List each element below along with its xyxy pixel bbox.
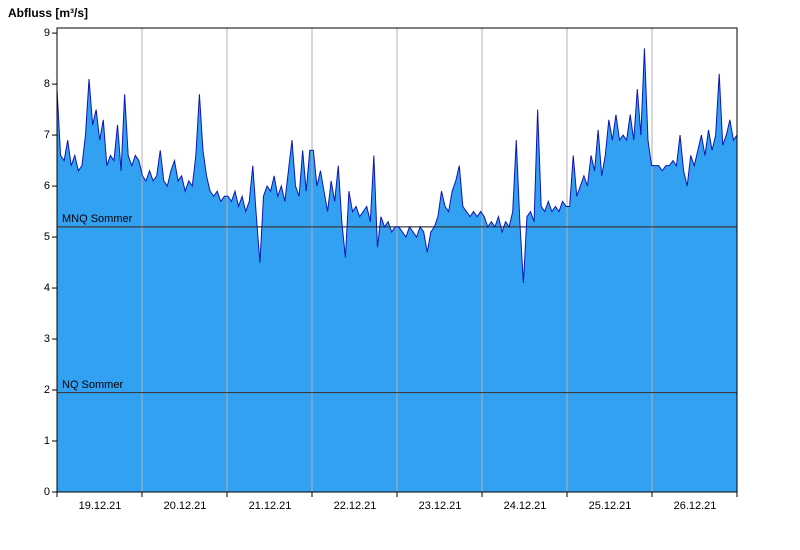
y-tick-label: 1 xyxy=(43,435,50,447)
x-tick-label: 24.12.21 xyxy=(503,500,547,512)
x-tick-label: 19.12.21 xyxy=(78,500,122,512)
y-tick-label: 7 xyxy=(43,129,50,141)
x-tick-label: 20.12.21 xyxy=(163,500,207,512)
x-tick-label: 21.12.21 xyxy=(248,500,292,512)
y-axis-title: Abfluss [m³/s] xyxy=(8,6,89,20)
y-tick-label: 8 xyxy=(43,78,50,90)
x-tick-label: 26.12.21 xyxy=(673,500,717,512)
y-tick-label: 5 xyxy=(43,231,50,243)
y-tick-label: 3 xyxy=(43,333,50,345)
y-tick-label: 0 xyxy=(43,486,50,498)
x-tick-label: 22.12.21 xyxy=(333,500,377,512)
y-tick-label: 9 xyxy=(43,27,50,39)
y-tick-label: 2 xyxy=(43,384,50,396)
y-tick-label: 6 xyxy=(43,180,50,192)
x-tick-label: 23.12.21 xyxy=(418,500,462,512)
x-tick-label: 25.12.21 xyxy=(588,500,632,512)
nq-sommer-label: NQ Sommer xyxy=(62,379,124,391)
mnq-sommer-label: MNQ Sommer xyxy=(62,213,133,225)
y-tick-label: 4 xyxy=(43,282,50,294)
